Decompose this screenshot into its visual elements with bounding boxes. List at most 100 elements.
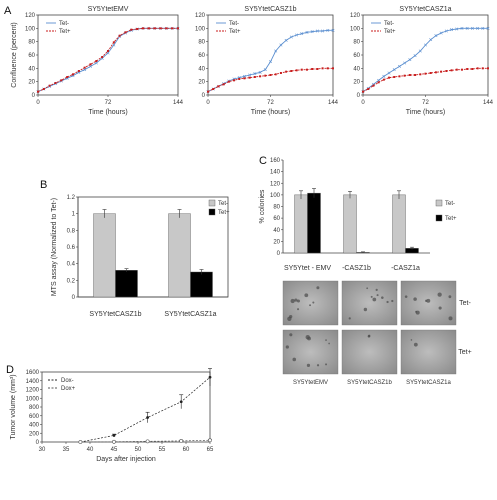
data-point bbox=[300, 68, 303, 71]
data-point bbox=[393, 76, 396, 78]
data-point bbox=[434, 34, 438, 38]
y-tick-label: 160 bbox=[270, 158, 281, 164]
data-point bbox=[413, 54, 417, 58]
data-point bbox=[179, 439, 184, 443]
data-point bbox=[72, 73, 74, 76]
category-label: SY5YtetCASZ1b bbox=[89, 311, 141, 318]
y-tick-label: 0.8 bbox=[67, 228, 76, 234]
data-point bbox=[471, 68, 474, 70]
data-point bbox=[465, 26, 469, 30]
x-axis-label: Days after injection bbox=[96, 456, 156, 463]
data-point bbox=[60, 79, 63, 82]
legend-label: Tet- bbox=[229, 21, 239, 27]
data-point bbox=[440, 70, 443, 73]
data-point bbox=[445, 70, 448, 72]
legend-swatch bbox=[435, 199, 443, 207]
x-tick-label: 144 bbox=[483, 100, 494, 106]
data-point bbox=[486, 26, 490, 30]
x-tick-label: 60 bbox=[183, 447, 190, 453]
colony-dot bbox=[309, 304, 312, 307]
data-point bbox=[321, 67, 324, 70]
colony-dot bbox=[410, 339, 413, 341]
x-tick-label: 144 bbox=[173, 100, 184, 106]
legend-label: Tet+ bbox=[218, 210, 230, 216]
colony-dot bbox=[328, 342, 330, 345]
x-tick-label: 50 bbox=[135, 447, 142, 453]
y-axis-label: % colonies bbox=[259, 189, 266, 223]
data-point bbox=[130, 28, 133, 31]
y-axis-label: Tumor volume (mm³) bbox=[10, 374, 17, 439]
data-point bbox=[106, 51, 110, 55]
data-point bbox=[321, 29, 325, 33]
legend-label: Tet+ bbox=[59, 29, 71, 35]
data-point bbox=[177, 27, 179, 30]
data-point bbox=[450, 28, 454, 32]
panel-label-d: D bbox=[6, 364, 14, 376]
colony-dot bbox=[448, 316, 453, 321]
data-point bbox=[455, 27, 459, 31]
data-point bbox=[398, 75, 401, 78]
data-point bbox=[124, 31, 127, 34]
data-point bbox=[88, 64, 93, 68]
data-point bbox=[95, 60, 98, 62]
data-point bbox=[212, 88, 215, 90]
data-point bbox=[112, 439, 116, 444]
data-point bbox=[316, 68, 319, 70]
data-point bbox=[243, 77, 246, 80]
data-point bbox=[264, 74, 267, 77]
legend-label: Tet- bbox=[384, 21, 394, 27]
data-point bbox=[94, 61, 98, 65]
data-point bbox=[208, 375, 212, 379]
legend-label: Dox+ bbox=[61, 386, 76, 392]
data-point bbox=[112, 41, 115, 44]
data-point bbox=[408, 74, 411, 76]
colony-dot bbox=[312, 301, 315, 304]
data-point bbox=[377, 81, 380, 84]
data-point bbox=[295, 69, 298, 72]
colony-image bbox=[400, 329, 457, 375]
data-point bbox=[289, 35, 293, 39]
panel-label-c: C bbox=[259, 155, 267, 167]
y-tick-label: 100 bbox=[25, 26, 36, 32]
data-point bbox=[77, 70, 80, 72]
data-point bbox=[310, 30, 314, 34]
y-tick-label: 0.2 bbox=[67, 278, 76, 284]
colony-dot bbox=[348, 317, 351, 320]
data-point bbox=[285, 70, 288, 73]
data-point bbox=[481, 26, 485, 30]
colony-dot bbox=[370, 295, 373, 298]
data-point bbox=[455, 68, 458, 71]
y-tick-label: 1000 bbox=[26, 396, 40, 402]
data-point bbox=[450, 69, 453, 72]
bar bbox=[294, 194, 308, 254]
y-tick-label: 600 bbox=[29, 414, 40, 420]
chart-c-colony-assay: 0 20 40 60 80 100 120 140 160 % colonies SY5Ytet -… bbox=[259, 158, 457, 272]
colony-dot bbox=[448, 295, 452, 299]
data-point bbox=[136, 28, 139, 30]
data-point bbox=[444, 29, 448, 33]
data-point bbox=[487, 67, 489, 70]
series-line bbox=[37, 27, 178, 93]
colony-dot bbox=[372, 297, 377, 302]
x-tick-label: 0 bbox=[361, 100, 365, 106]
x-axis-label: Time (hours) bbox=[251, 109, 290, 116]
colony-dot bbox=[391, 299, 394, 303]
data-point bbox=[269, 74, 272, 76]
data-point bbox=[66, 76, 69, 78]
data-point bbox=[179, 400, 183, 404]
chart-b-mts-assay: 0 0.2 0.4 0.6 0.8 1 1.2 MTS assay (Normalized t… bbox=[51, 195, 230, 318]
data-point bbox=[305, 68, 308, 71]
y-tick-label: 120 bbox=[25, 13, 36, 19]
y-axis-label: Confluence (percent) bbox=[11, 22, 18, 87]
data-point bbox=[460, 26, 464, 30]
y-tick-label: 20 bbox=[198, 80, 205, 86]
series-line bbox=[362, 67, 488, 93]
colony-dot bbox=[296, 299, 300, 303]
data-point bbox=[326, 67, 329, 70]
data-point bbox=[403, 61, 407, 65]
data-point bbox=[326, 28, 330, 32]
data-point bbox=[248, 73, 252, 77]
data-point bbox=[217, 85, 220, 88]
colony-dot bbox=[367, 335, 371, 338]
data-point bbox=[83, 66, 86, 69]
